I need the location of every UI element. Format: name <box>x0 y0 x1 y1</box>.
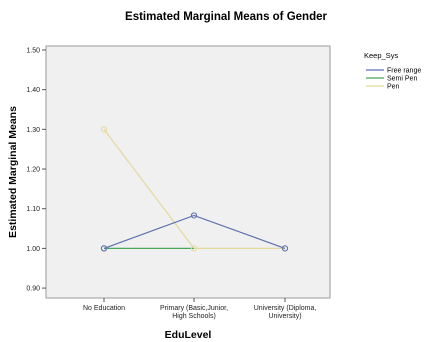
y-tick-label: 0.90 <box>26 286 40 293</box>
legend-label: Free range <box>387 68 421 75</box>
y-tick-label: 1.40 <box>26 87 40 94</box>
legend-title: Keep_Sys <box>364 51 398 60</box>
data-point <box>100 245 108 252</box>
x-tick-label: No Education <box>83 305 125 312</box>
series-line-free-range <box>103 214 286 249</box>
y-tick-label: 1.20 <box>26 167 40 174</box>
x-tick-label: High Schools) <box>172 313 216 320</box>
data-point <box>281 245 289 252</box>
series-markers <box>100 126 289 252</box>
x-tick-label: University (Diploma, <box>254 305 317 312</box>
y-tick-label: 1.50 <box>26 47 40 54</box>
y-axis: 0.90 1.00 1.10 1.20 1.30 1.40 1.50 <box>26 47 46 293</box>
y-tick-label: 1.10 <box>26 206 40 213</box>
plot-area <box>45 45 331 299</box>
series-lines <box>103 128 286 249</box>
legend-label: Pen <box>387 84 400 91</box>
chart-title: Estimated Marginal Means of Gender <box>125 11 327 23</box>
x-tick-label: Primary (Basic,Junior, <box>160 305 228 312</box>
x-axis-title: EduLevel <box>165 329 212 341</box>
data-point <box>190 212 198 219</box>
y-axis-title: Estimated Marginal Means <box>7 106 19 238</box>
data-point <box>190 245 198 252</box>
x-axis: No Education Primary (Basic,Junior,High S… <box>83 298 316 320</box>
y-tick-label: 1.00 <box>26 246 40 253</box>
y-tick-label: 1.30 <box>26 127 40 134</box>
data-point <box>100 126 108 133</box>
legend-label: Semi Pen <box>387 76 417 83</box>
x-tick-label: University) <box>268 313 301 320</box>
